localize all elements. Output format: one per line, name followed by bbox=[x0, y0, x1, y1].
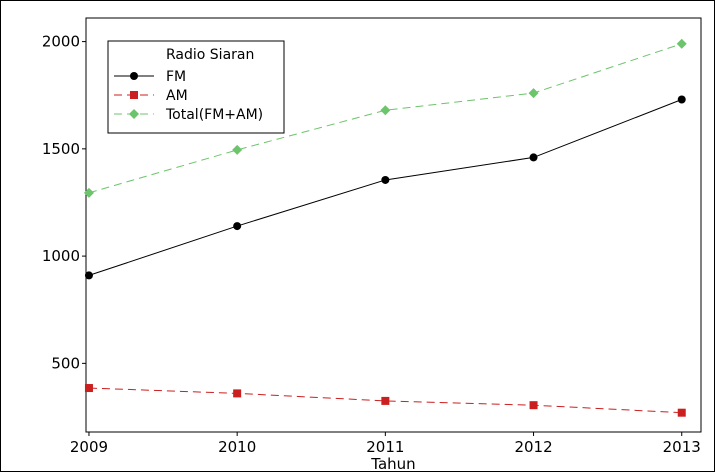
data-point-total-fm-am bbox=[232, 144, 243, 155]
x-tick-label: 2011 bbox=[366, 438, 404, 456]
data-point-total-fm-am bbox=[380, 105, 391, 116]
y-tick-label: 1000 bbox=[42, 247, 80, 265]
x-tick-label: 2013 bbox=[663, 438, 701, 456]
legend-marker bbox=[130, 72, 138, 80]
legend-item-fm: FM bbox=[114, 69, 186, 85]
data-point-am bbox=[381, 396, 390, 405]
x-tick-label: 2012 bbox=[514, 438, 552, 456]
data-point-am bbox=[677, 408, 686, 417]
data-point-fm bbox=[677, 95, 686, 104]
x-tick-label: 2009 bbox=[70, 438, 108, 456]
legend-marker bbox=[129, 109, 139, 119]
series-total-fm-am bbox=[83, 38, 687, 198]
y-tick-label: 2000 bbox=[42, 33, 80, 51]
legend-label: AM bbox=[166, 88, 188, 104]
legend-marker bbox=[130, 91, 138, 99]
y-tick-label: 500 bbox=[51, 354, 80, 372]
legend-title: Radio Siaran bbox=[166, 47, 254, 63]
legend-label: Total(FM+AM) bbox=[165, 107, 263, 123]
x-tick-label: 2010 bbox=[218, 438, 256, 456]
data-point-am bbox=[529, 401, 538, 410]
data-point-fm bbox=[529, 153, 538, 162]
axis-ticks: 500 1000 1500 2000 2009 2010 2011 2012 2013 bbox=[42, 33, 701, 456]
data-point-total-fm-am bbox=[676, 38, 687, 49]
legend-label: FM bbox=[166, 69, 186, 85]
x-axis-title: Tahun bbox=[370, 455, 415, 472]
plot-frame bbox=[85, 17, 702, 433]
series-fm bbox=[84, 95, 686, 280]
legend-item-am: AM bbox=[114, 88, 188, 104]
series-line-total-fm-am bbox=[88, 43, 682, 194]
data-point-total-fm-am bbox=[528, 88, 539, 99]
series-line-am bbox=[88, 387, 682, 414]
data-point-fm bbox=[84, 271, 93, 280]
series-am bbox=[84, 384, 686, 417]
data-point-fm bbox=[381, 175, 390, 184]
data-point-am bbox=[84, 384, 93, 393]
data-point-am bbox=[233, 389, 242, 398]
data-point-fm bbox=[233, 222, 242, 231]
legend-box bbox=[107, 40, 285, 134]
y-tick-label: 1500 bbox=[42, 140, 80, 158]
data-point-total-fm-am bbox=[83, 187, 94, 198]
series-group bbox=[83, 38, 687, 417]
legend: Radio Siaran FM AM Total(FM+AM) bbox=[107, 40, 285, 134]
legend-item-total-fm-am: Total(FM+AM) bbox=[114, 107, 263, 123]
